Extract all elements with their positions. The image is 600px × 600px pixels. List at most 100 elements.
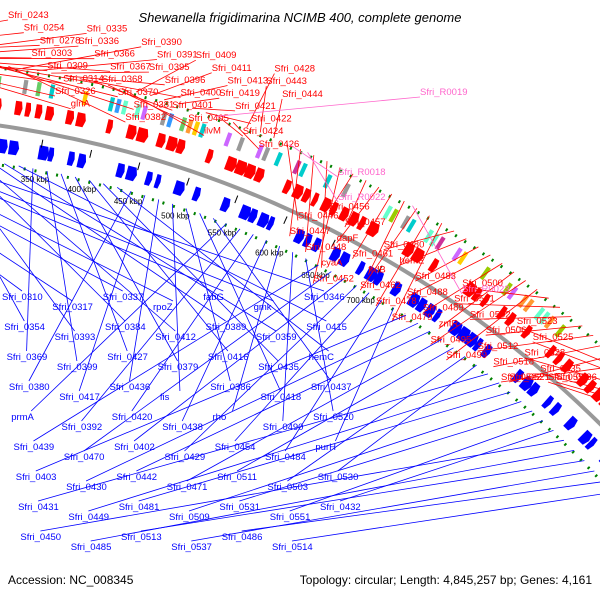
reverse-gene-label: Sfri_0417 xyxy=(59,392,100,403)
forward-gene-label: Sfri_0395 xyxy=(149,62,190,73)
forward-gene-label: Sfri_0536 xyxy=(556,372,597,383)
forward-label-leader xyxy=(246,73,275,128)
reverse-gene-label: purH xyxy=(315,442,336,453)
reverse-label-leader xyxy=(291,493,600,542)
reverse-gene-label: Sfri_0412 xyxy=(155,332,196,343)
reverse-label-leader xyxy=(199,213,281,392)
reverse-gene-label: Sfri_0437 xyxy=(311,382,352,393)
reverse-label-leader xyxy=(35,314,407,472)
reverse-label-leader xyxy=(116,186,329,352)
tick-mark xyxy=(377,265,383,273)
forward-gene-label: dapF xyxy=(337,233,359,244)
tick-label: 450 kbp xyxy=(114,197,143,206)
forward-label-leader xyxy=(438,271,515,329)
forward-gene-label: Sfri_0405 xyxy=(188,113,229,124)
forward-label-leader xyxy=(22,46,142,69)
forward-gene-label: Sfri_0478 xyxy=(376,296,417,307)
reverse-label-leader xyxy=(0,228,75,332)
reverse-label-leader xyxy=(241,481,600,532)
forward-gene-label: Sfri_0419 xyxy=(219,88,260,99)
reverse-label-leader xyxy=(0,214,174,302)
tick-mark xyxy=(137,162,141,171)
forward-label-leader xyxy=(469,316,572,320)
reverse-label-leader xyxy=(0,198,224,292)
reverse-label-leader xyxy=(81,228,241,422)
forward-gene-label: Sfri_0382 xyxy=(125,112,166,123)
forward-label-leader xyxy=(532,341,600,368)
forward-label-leader xyxy=(0,74,64,84)
forward-label-leader xyxy=(219,117,244,137)
forward-gene-label: Sfri_0522 xyxy=(501,372,542,383)
reverse-gene-label: Sfri_0438 xyxy=(162,422,203,433)
forward-label-leader xyxy=(462,287,549,299)
reverse-gene-label: Sfri_0346 xyxy=(304,292,345,303)
forward-gene-label: hemE xyxy=(400,255,425,266)
reverse-label-leader xyxy=(239,410,533,502)
reverse-gene-label: Sfri_0403 xyxy=(16,472,57,483)
reverse-label-leader xyxy=(140,460,585,532)
reverse-gene-label: Sfri_0310 xyxy=(2,292,43,303)
reverse-label-leader xyxy=(0,195,126,322)
forward-gene-label: Sfri_0422 xyxy=(251,114,292,125)
forward-label-leader xyxy=(0,57,32,59)
forward-label-leader xyxy=(205,112,252,124)
forward-label-leader xyxy=(454,303,561,308)
forward-gene-label: Sfri_0396 xyxy=(165,75,206,86)
reverse-gene-label: hemC xyxy=(309,352,334,363)
reverse-label-leader xyxy=(185,208,231,382)
forward-label-leader xyxy=(289,149,301,237)
reverse-gene-label: Sfri_0431 xyxy=(18,502,59,513)
forward-gene-label: Sfri_0391 xyxy=(157,50,198,61)
reverse-gene-label: Sfri_0384 xyxy=(105,322,146,333)
reverse-gene-label: Sfri_0454 xyxy=(215,442,256,453)
forward-gene-label: Sfri_0336 xyxy=(78,36,119,47)
reverse-gene-label: Sfri_0393 xyxy=(55,332,96,343)
forward-gene-label: Sfri_0518 xyxy=(493,357,534,368)
reverse-gene-label: Sfri_0379 xyxy=(158,362,199,373)
forward-label-leader xyxy=(399,238,467,266)
forward-gene-label: Sfri_0303 xyxy=(32,48,73,59)
forward-label-leader xyxy=(415,246,479,282)
tick-mark xyxy=(186,177,190,186)
rna-gene-labels: Sfri_R0019 Sfri_R0018 Sfri_R0022 Sfri_R0023 xyxy=(216,87,510,295)
reverse-label-leader xyxy=(335,307,395,442)
reverse-label-leader xyxy=(85,322,419,482)
reverse-gene-label: Sfri_0485 xyxy=(71,542,112,553)
forward-label-leader xyxy=(36,59,158,71)
reverse-gene-label: Sfri_0442 xyxy=(116,472,157,483)
forward-gene-label: Sfri_0366 xyxy=(94,49,135,60)
forward-gene-label: Sfri_0367 xyxy=(110,61,151,72)
forward-gene-label: ilvM xyxy=(204,126,221,137)
forward-label-leader xyxy=(259,86,267,133)
gene-tracks xyxy=(0,66,600,483)
reverse-gene-label: Sfri_0486 xyxy=(222,532,263,543)
forward-gene-label: Sfri_0401 xyxy=(172,100,213,111)
reverse-gene-label: Sfri_0484 xyxy=(265,452,306,463)
forward-label-leader xyxy=(336,186,380,244)
reverse-label-leader xyxy=(4,163,277,332)
forward-label-leader xyxy=(547,381,600,400)
forward-gene-label: Sfri_0501 xyxy=(454,294,495,305)
rna-label-leader xyxy=(412,205,463,295)
forward-label-leader xyxy=(430,280,526,345)
forward-label-leader xyxy=(0,66,48,72)
reverse-gene-label: Sfri_0511 xyxy=(217,472,257,483)
forward-gene-label: Sfri_0426 xyxy=(259,139,300,150)
forward-gene-label: Sfri_0525 xyxy=(533,332,574,343)
tick-label: 650 kbp xyxy=(301,271,330,280)
forward-label-leader xyxy=(383,230,455,250)
forward-gene-label: Sfri_0483 xyxy=(415,271,456,282)
forward-gene-label: Sfri_0368 xyxy=(102,74,143,85)
reverse-gene-label: Sfri_0399 xyxy=(57,362,98,373)
forward-gene-label: Sfri_0500 xyxy=(462,278,503,289)
reverse-gene-label: Sfri_0354 xyxy=(4,322,45,333)
forward-gene-label: Sfri_0521 xyxy=(509,372,550,383)
reverse-gene-label: gmk xyxy=(254,302,272,313)
reverse-gene-label: Sfri_0471 xyxy=(167,482,208,493)
forward-label-leader xyxy=(305,155,315,253)
reverse-label-leader xyxy=(78,195,146,392)
forward-label-leader xyxy=(232,122,259,150)
tick-label: 350 kbp xyxy=(21,175,50,184)
forward-label-leader xyxy=(367,200,405,275)
forward-gene-label: Sfri_0444 xyxy=(282,89,323,100)
